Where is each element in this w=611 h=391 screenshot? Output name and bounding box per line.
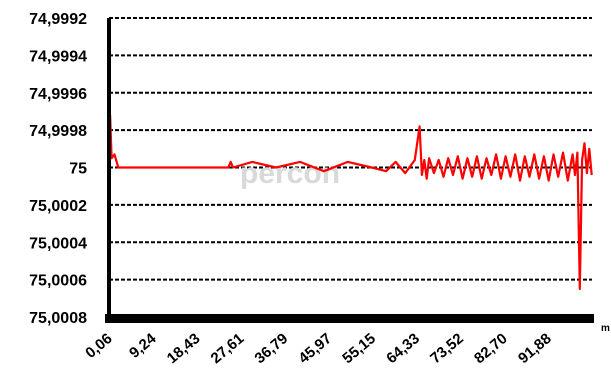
x-tick-label: 91,88 — [515, 330, 555, 367]
y-tick-labels: 74,9992 74,9994 74,9996 74,9998 75 75,0002 75,… — [29, 11, 87, 327]
x-tick-labels: 0,06 9,24 18,43 27,61 36,79 45,97 55,15 64,33 73… — [82, 330, 554, 368]
x-tick-label: 27,61 — [208, 330, 248, 367]
y-tick-label: 74,9996 — [29, 86, 87, 103]
x-axis-line — [105, 314, 594, 323]
x-tick-label: 64,33 — [383, 330, 423, 367]
y-tick-label: 74,9994 — [29, 48, 87, 65]
x-tick-label: 0,06 — [82, 330, 115, 362]
y-tick-label: 75 — [69, 161, 87, 178]
y-tick-label: 75,0006 — [29, 273, 87, 290]
gridlines — [109, 17, 592, 281]
y-tick-label: 75,0008 — [29, 310, 87, 327]
x-tick-label: 45,97 — [295, 330, 335, 367]
axes — [105, 18, 594, 323]
y-tick-label: 75,0004 — [29, 235, 87, 252]
y-tick-label: 74,9998 — [29, 123, 87, 140]
x-tick-label: 36,79 — [252, 330, 292, 367]
x-tick-label: 18,43 — [164, 330, 204, 367]
x-tick-label: 73,52 — [427, 330, 467, 367]
y-tick-label: 75,0002 — [29, 198, 87, 215]
y-tick-label: 74,9992 — [29, 11, 87, 28]
x-tick-label: 9,24 — [126, 330, 160, 362]
x-tick-label: 82,70 — [471, 330, 511, 367]
series-line — [107, 114, 593, 291]
x-tick-label: 55,15 — [339, 330, 379, 367]
series-group — [107, 114, 593, 291]
x-axis-unit: m — [601, 323, 610, 334]
